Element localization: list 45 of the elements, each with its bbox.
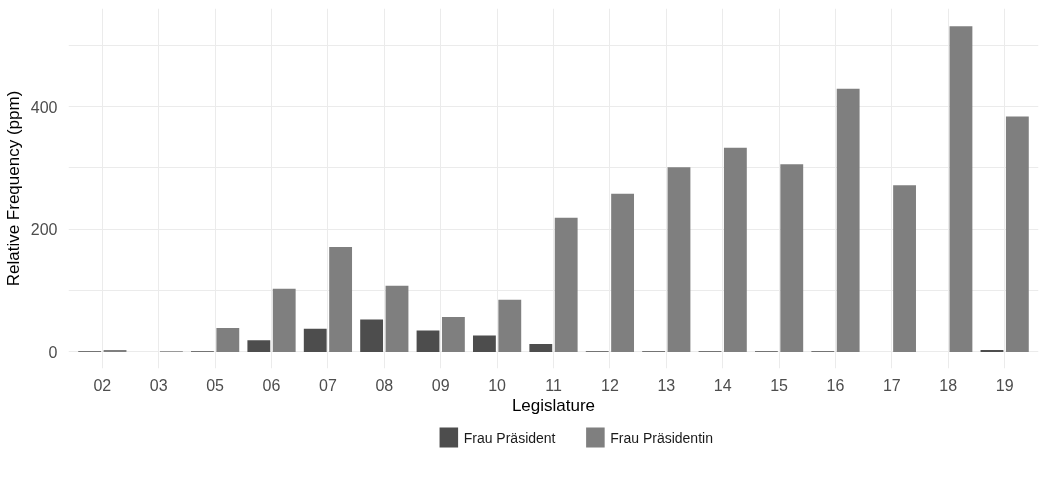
bar (216, 328, 240, 352)
x-tick-label: 10 (488, 376, 507, 394)
bar (949, 26, 973, 352)
x-tick-label: 15 (770, 376, 789, 394)
y-tick-label: 200 (30, 221, 58, 239)
x-tick-label: 16 (826, 376, 845, 394)
y-tick-label: 400 (30, 98, 58, 116)
bar (441, 316, 465, 352)
x-tick-label: 13 (657, 376, 676, 394)
bar (385, 285, 409, 352)
bar (667, 167, 691, 352)
legend-label: Frau Präsidentin (610, 429, 713, 446)
x-axis-title: Legislature (511, 395, 596, 415)
bar (723, 147, 747, 352)
x-tick-label: 12 (601, 376, 619, 394)
bar (272, 288, 296, 352)
bar (780, 164, 804, 352)
x-tick-label: 19 (995, 376, 1014, 394)
x-tick-label: 11 (545, 376, 562, 394)
y-axis-title: Relative Frequency (ppm) (3, 90, 23, 287)
bar (893, 185, 916, 352)
bar (416, 330, 440, 352)
bar (836, 88, 860, 352)
bar (303, 328, 327, 352)
legend-label: Frau Präsident (463, 429, 556, 446)
x-tick-label: 05 (206, 376, 225, 394)
bar (473, 335, 496, 352)
x-tick-label: 02 (93, 376, 112, 394)
x-tick-label: 09 (431, 376, 450, 394)
x-tick-label: 18 (939, 376, 958, 394)
x-tick-label: 17 (882, 376, 901, 394)
x-tick-label: 06 (262, 376, 281, 394)
bar (247, 340, 271, 352)
y-tick-label: 0 (48, 343, 58, 361)
bar (1005, 116, 1029, 352)
bar (529, 343, 553, 352)
x-tick-label: 03 (149, 376, 168, 394)
x-tick-label: 14 (713, 376, 732, 394)
bar (554, 217, 578, 352)
x-tick-label: 08 (375, 376, 394, 394)
x-tick-label: 07 (319, 376, 337, 394)
bar (329, 247, 353, 352)
bar (360, 319, 384, 352)
bar (611, 193, 634, 352)
bar (498, 299, 522, 352)
